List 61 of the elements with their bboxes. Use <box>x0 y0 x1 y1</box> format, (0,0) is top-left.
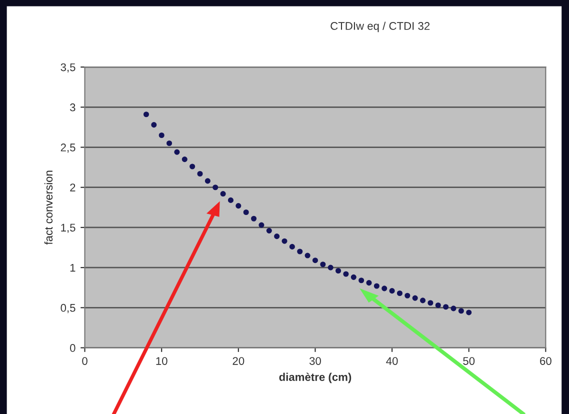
y-tick-label: 1,5 <box>61 224 76 233</box>
point <box>389 288 395 294</box>
point <box>458 308 464 314</box>
point <box>236 203 242 209</box>
point <box>250 216 257 222</box>
point <box>166 140 172 146</box>
point <box>174 149 180 155</box>
point <box>374 283 380 289</box>
y-tick-label: 3,5 <box>60 63 76 73</box>
point <box>312 258 318 264</box>
point <box>220 191 226 197</box>
chart-title: CTDIw eq / CTDI 32 <box>330 22 430 32</box>
point <box>182 156 188 162</box>
x-axis-title: diamètre (cm) <box>279 372 352 384</box>
point <box>197 170 203 177</box>
x-tick-label: 60 <box>540 357 552 365</box>
point <box>151 122 157 128</box>
point <box>243 209 249 216</box>
x-tick-label: 30 <box>309 357 321 365</box>
point <box>328 264 334 270</box>
x-tick-label: 0 <box>82 357 88 365</box>
y-tick-label: 2,5 <box>60 144 76 153</box>
y-tick-label: 0 <box>70 344 76 352</box>
point <box>450 306 456 312</box>
y-axis-title: fact conversion <box>44 170 53 245</box>
point <box>204 178 210 184</box>
point <box>396 290 402 296</box>
point <box>420 298 426 304</box>
point <box>358 278 364 284</box>
point <box>350 274 356 280</box>
x-tick-label: 20 <box>232 357 244 365</box>
point <box>443 304 449 310</box>
point <box>228 197 234 203</box>
point <box>366 280 372 286</box>
point <box>274 234 280 240</box>
point <box>320 262 326 268</box>
point <box>258 222 264 228</box>
y-tick-label: 2 <box>70 184 76 192</box>
point <box>335 268 342 274</box>
point <box>212 184 218 190</box>
point <box>412 295 418 301</box>
point <box>297 248 303 254</box>
point <box>343 271 349 277</box>
point <box>382 286 388 292</box>
point <box>435 302 441 308</box>
x-tick-label: 50 <box>463 357 475 365</box>
x-tick-label: 40 <box>386 357 398 365</box>
point <box>143 112 150 118</box>
y-tick-label: 0,5 <box>60 304 76 314</box>
point <box>428 300 434 306</box>
point <box>289 244 295 250</box>
point <box>190 164 196 170</box>
point <box>158 132 164 138</box>
point <box>466 310 472 316</box>
point <box>266 228 272 234</box>
y-tick-label: 3 <box>70 103 76 112</box>
point <box>304 252 310 258</box>
point <box>282 238 288 244</box>
y-tick-label: 1 <box>70 264 76 272</box>
x-tick-label: 10 <box>156 357 168 365</box>
point <box>404 292 410 298</box>
